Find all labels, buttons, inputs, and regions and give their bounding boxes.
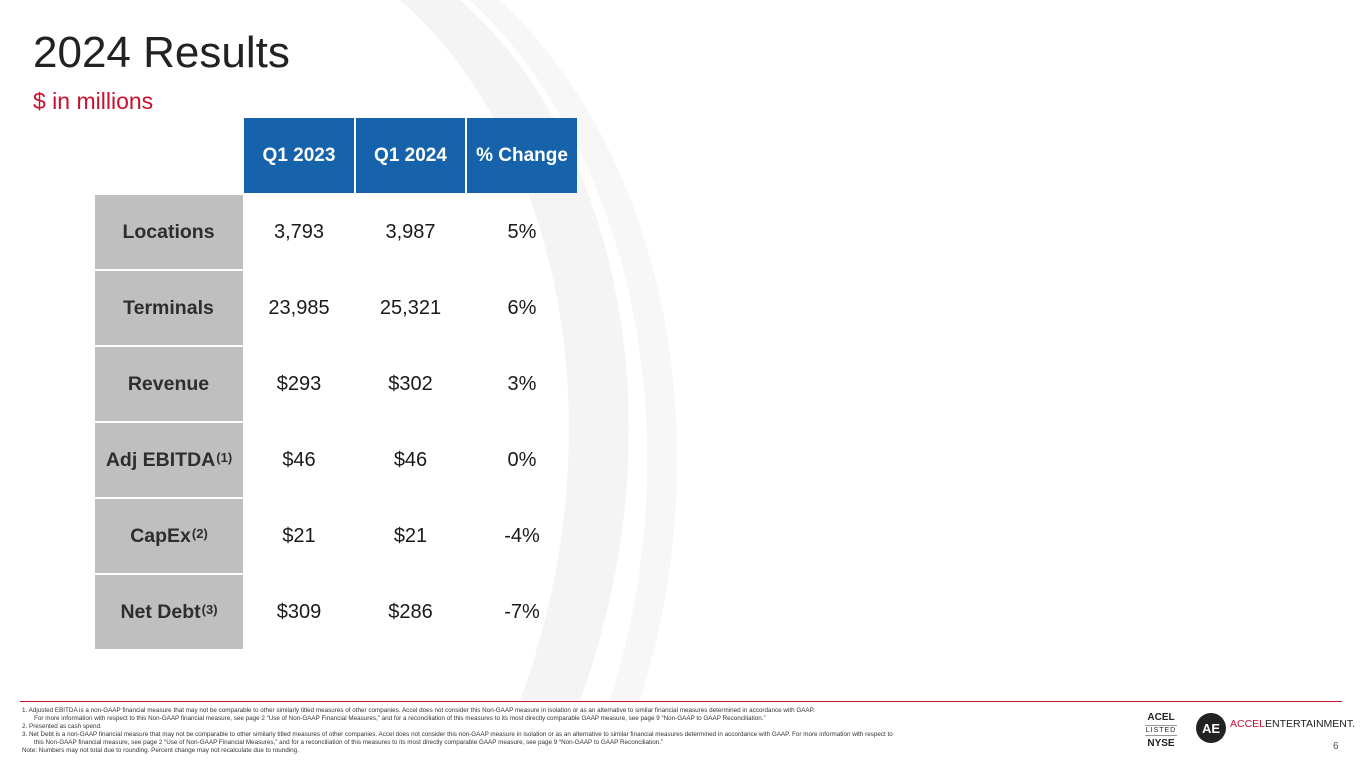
- row-label-adj-ebitda: Adj EBITDA (1): [95, 423, 243, 497]
- table-cell: $302: [388, 372, 433, 395]
- page-subtitle: $ in millions: [33, 88, 154, 114]
- table-cell: 0%: [507, 448, 537, 471]
- page-title: 2024 Results: [33, 28, 290, 77]
- column-header-q1-2023: Q1 2023: [244, 118, 354, 193]
- footnote-2: 2. Presented as cash spend.: [22, 723, 102, 731]
- row-label-terminals: Terminals: [95, 271, 243, 345]
- footnote-1-continued: For more information with respect to thi…: [34, 715, 766, 723]
- table-cell: 23,985: [268, 296, 330, 319]
- table-cell: 3,793: [273, 220, 325, 243]
- row-label-locations: Locations: [95, 195, 243, 269]
- row-label-net-debt: Net Debt (3): [95, 575, 243, 649]
- ticker-symbol: ACEL: [1147, 712, 1175, 723]
- row-label-capex: CapEx (2): [95, 499, 243, 573]
- accel-logo-icon: AE: [1196, 713, 1226, 743]
- table-cell: $286: [388, 600, 433, 623]
- table-cell: 6%: [507, 296, 537, 319]
- table-cell: $309: [276, 600, 322, 623]
- table-cell: $293: [276, 372, 322, 395]
- table-cell: $46: [393, 448, 428, 471]
- footnote-1: 1. Adjusted EBITDA is a non-GAAP financi…: [22, 707, 815, 714]
- nyse-listing-badge: ACEL LISTED NYSE: [1141, 712, 1181, 749]
- footnotes: 1. Adjusted EBITDA is a non-GAAP financi…: [22, 707, 1032, 756]
- table-cell: $21: [393, 524, 428, 547]
- page-number: 6: [1333, 741, 1339, 752]
- footer-divider: [20, 701, 1342, 702]
- table-cell: 5%: [507, 220, 537, 243]
- table-cell: -7%: [504, 600, 540, 623]
- footnote-3-continued: this Non-GAAP financial measure, see pag…: [34, 739, 664, 747]
- footnote-3: 3. Net Debt is a non-GAAP financial meas…: [22, 731, 893, 739]
- company-logo-text: ACCELENTERTAINMENT.: [1230, 718, 1356, 730]
- table-cell: $21: [282, 524, 316, 547]
- table-cell: 25,321: [379, 296, 442, 319]
- table-cell: $46: [282, 448, 316, 471]
- table-cell: 3,987: [385, 220, 436, 243]
- column-header-pct-change: % Change: [467, 118, 577, 193]
- column-header-q1-2024: Q1 2024: [356, 118, 465, 193]
- rounding-note: Note: Numbers may not total due to round…: [22, 747, 299, 755]
- listed-label: LISTED: [1145, 725, 1177, 736]
- table-cell: 3%: [507, 372, 537, 395]
- row-label-revenue: Revenue: [95, 347, 243, 421]
- exchange-name: NYSE: [1147, 738, 1175, 749]
- table-cell: -4%: [504, 524, 540, 547]
